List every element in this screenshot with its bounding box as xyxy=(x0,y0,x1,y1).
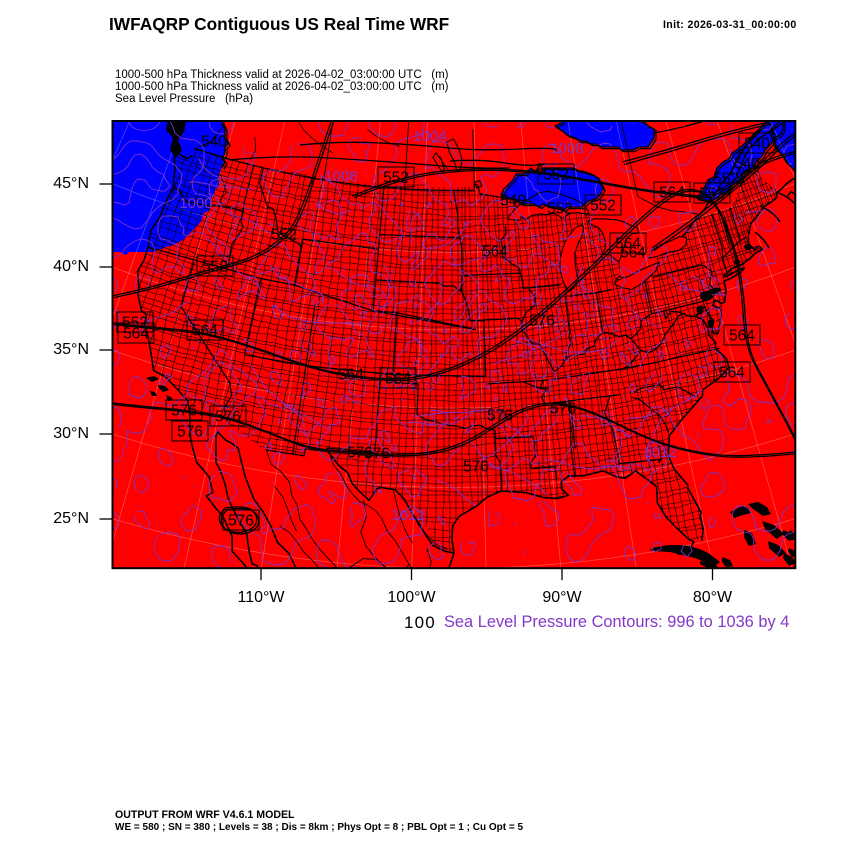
svg-text:1012: 1012 xyxy=(643,444,676,461)
svg-text:552: 552 xyxy=(547,201,573,218)
svg-text:552: 552 xyxy=(202,259,228,276)
svg-text:576: 576 xyxy=(177,424,203,441)
svg-text:576: 576 xyxy=(463,459,489,476)
svg-text:1008: 1008 xyxy=(324,168,357,185)
svg-text:540: 540 xyxy=(744,136,770,153)
svg-text:576: 576 xyxy=(487,408,513,425)
svg-text:576: 576 xyxy=(215,409,241,426)
svg-text:552: 552 xyxy=(590,198,616,215)
svg-text:576: 576 xyxy=(347,445,373,462)
svg-text:564: 564 xyxy=(338,367,364,384)
svg-text:576: 576 xyxy=(171,403,197,420)
svg-text:540: 540 xyxy=(500,193,526,210)
svg-text:1000: 1000 xyxy=(179,195,212,212)
svg-text:552: 552 xyxy=(699,186,725,203)
svg-text:576: 576 xyxy=(228,513,254,530)
svg-text:552: 552 xyxy=(271,227,297,244)
svg-text:552: 552 xyxy=(383,170,409,187)
svg-text:540: 540 xyxy=(734,156,760,173)
svg-text:552: 552 xyxy=(543,167,569,184)
svg-text:564: 564 xyxy=(719,365,745,382)
svg-text:564: 564 xyxy=(482,244,508,261)
svg-text:540: 540 xyxy=(201,134,227,151)
svg-text:576: 576 xyxy=(529,313,555,330)
svg-text:576: 576 xyxy=(550,401,576,418)
svg-text:1004: 1004 xyxy=(413,128,446,145)
svg-text:564: 564 xyxy=(385,371,411,388)
svg-text:576: 576 xyxy=(364,446,390,463)
svg-text:552: 552 xyxy=(713,171,739,188)
svg-text:564: 564 xyxy=(659,185,685,202)
svg-text:564: 564 xyxy=(615,236,641,253)
svg-text:1008: 1008 xyxy=(550,140,583,157)
svg-text:564: 564 xyxy=(192,323,218,340)
svg-text:564: 564 xyxy=(620,245,646,262)
svg-text:1012: 1012 xyxy=(391,507,424,524)
svg-text:564: 564 xyxy=(729,328,755,345)
svg-text:564: 564 xyxy=(123,326,149,343)
